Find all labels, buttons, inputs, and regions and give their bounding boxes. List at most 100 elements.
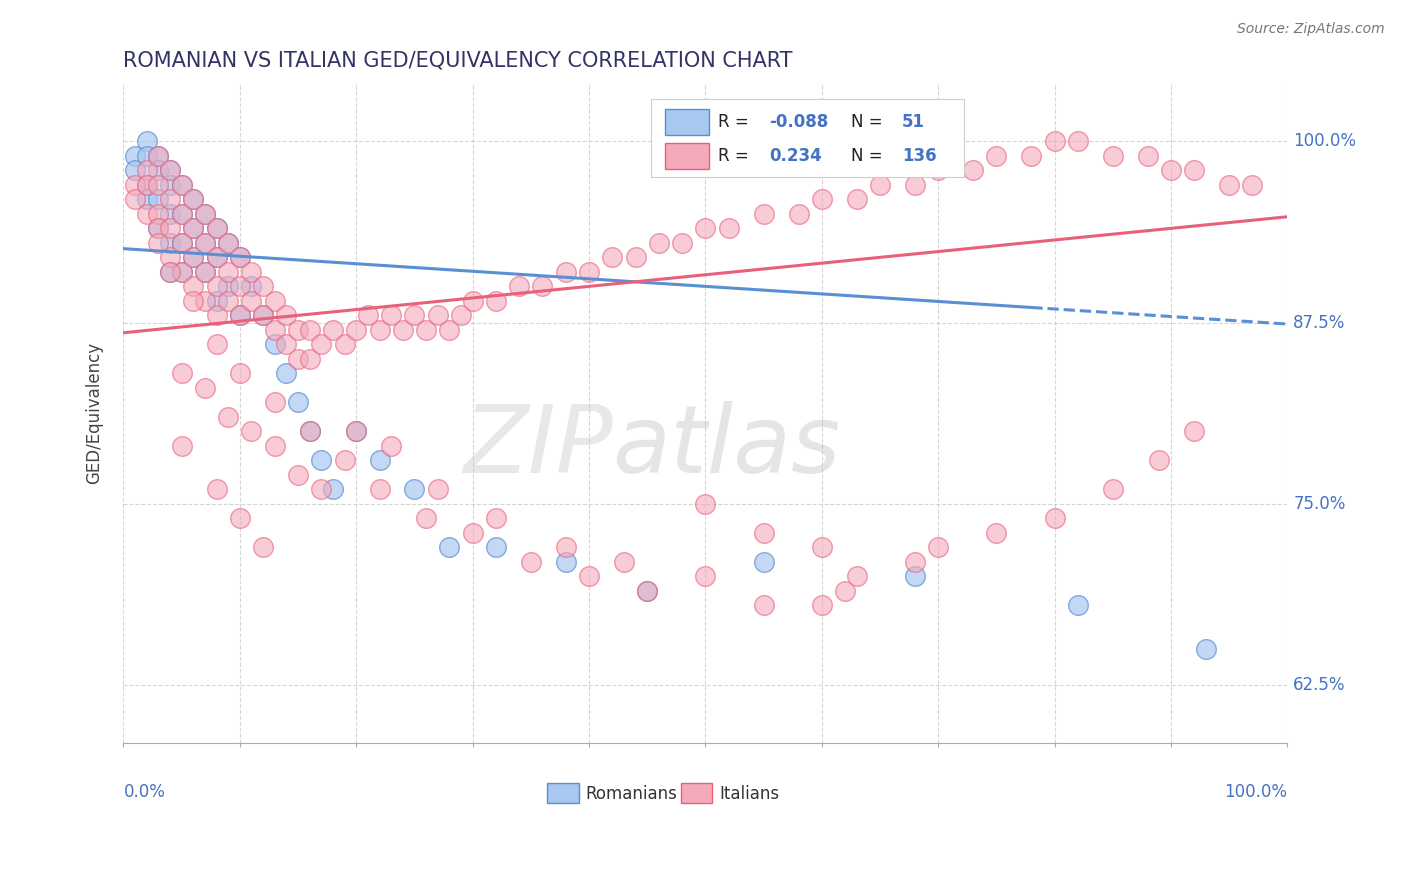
Point: [811, 192, 834, 206]
Point: [276, 367, 298, 381]
Point: [439, 541, 461, 555]
FancyBboxPatch shape: [665, 143, 709, 169]
Point: [148, 221, 170, 235]
Point: [159, 235, 181, 250]
Point: [904, 178, 927, 192]
Point: [613, 555, 636, 569]
Point: [229, 309, 252, 323]
Point: [276, 337, 298, 351]
Point: [1101, 483, 1123, 497]
Point: [485, 511, 508, 525]
Point: [904, 555, 927, 569]
Point: [717, 221, 740, 235]
Text: 0.234: 0.234: [769, 147, 823, 165]
Point: [927, 163, 949, 178]
Point: [695, 569, 717, 583]
Point: [159, 178, 181, 192]
Point: [426, 483, 449, 497]
Point: [344, 323, 367, 337]
Point: [1043, 511, 1066, 525]
Point: [170, 439, 193, 453]
Point: [205, 483, 228, 497]
Point: [124, 149, 146, 163]
Point: [205, 221, 228, 235]
Point: [1136, 149, 1159, 163]
Point: [439, 323, 461, 337]
Point: [240, 293, 263, 308]
Point: [624, 251, 647, 265]
Point: [148, 178, 170, 192]
Text: ZIP: ZIP: [463, 401, 612, 491]
Point: [1241, 178, 1264, 192]
Text: 100.0%: 100.0%: [1225, 782, 1288, 801]
Point: [845, 192, 868, 206]
FancyBboxPatch shape: [665, 109, 709, 136]
Point: [298, 425, 321, 439]
Point: [927, 541, 949, 555]
Point: [181, 251, 204, 265]
Point: [181, 192, 204, 206]
Point: [648, 235, 671, 250]
Text: 75.0%: 75.0%: [1294, 495, 1346, 513]
Text: N =: N =: [851, 147, 883, 165]
Point: [194, 381, 217, 395]
Point: [311, 483, 333, 497]
Point: [135, 149, 157, 163]
Point: [845, 569, 868, 583]
Point: [1160, 163, 1182, 178]
Point: [148, 149, 170, 163]
Point: [869, 178, 891, 192]
Point: [904, 569, 927, 583]
Point: [671, 235, 693, 250]
Point: [194, 265, 217, 279]
Point: [159, 163, 181, 178]
Point: [263, 395, 285, 409]
Point: [159, 265, 181, 279]
Point: [287, 351, 309, 366]
Point: [368, 483, 391, 497]
Point: [391, 323, 413, 337]
Point: [170, 178, 193, 192]
Point: [834, 583, 856, 598]
Point: [205, 309, 228, 323]
Point: [229, 251, 252, 265]
Text: 62.5%: 62.5%: [1294, 676, 1346, 694]
Point: [170, 207, 193, 221]
Point: [205, 293, 228, 308]
Point: [124, 178, 146, 192]
Text: -0.088: -0.088: [769, 113, 828, 131]
Point: [263, 337, 285, 351]
Point: [554, 555, 576, 569]
Point: [252, 309, 274, 323]
Point: [159, 221, 181, 235]
Point: [263, 323, 285, 337]
Point: [194, 293, 217, 308]
Text: Source: ZipAtlas.com: Source: ZipAtlas.com: [1237, 22, 1385, 37]
Point: [148, 221, 170, 235]
Point: [124, 163, 146, 178]
Point: [194, 207, 217, 221]
Text: N =: N =: [851, 113, 883, 131]
Point: [217, 265, 239, 279]
Point: [252, 309, 274, 323]
Point: [554, 265, 576, 279]
Point: [135, 178, 157, 192]
Point: [194, 235, 217, 250]
Point: [263, 439, 285, 453]
Point: [298, 351, 321, 366]
Point: [380, 439, 402, 453]
Point: [986, 525, 1008, 540]
Point: [752, 207, 775, 221]
Point: [252, 541, 274, 555]
Point: [368, 453, 391, 467]
Point: [240, 265, 263, 279]
Point: [578, 265, 600, 279]
Point: [205, 251, 228, 265]
Point: [205, 337, 228, 351]
Point: [426, 309, 449, 323]
Point: [636, 583, 658, 598]
Point: [135, 178, 157, 192]
Point: [217, 279, 239, 293]
Point: [148, 235, 170, 250]
Point: [194, 207, 217, 221]
